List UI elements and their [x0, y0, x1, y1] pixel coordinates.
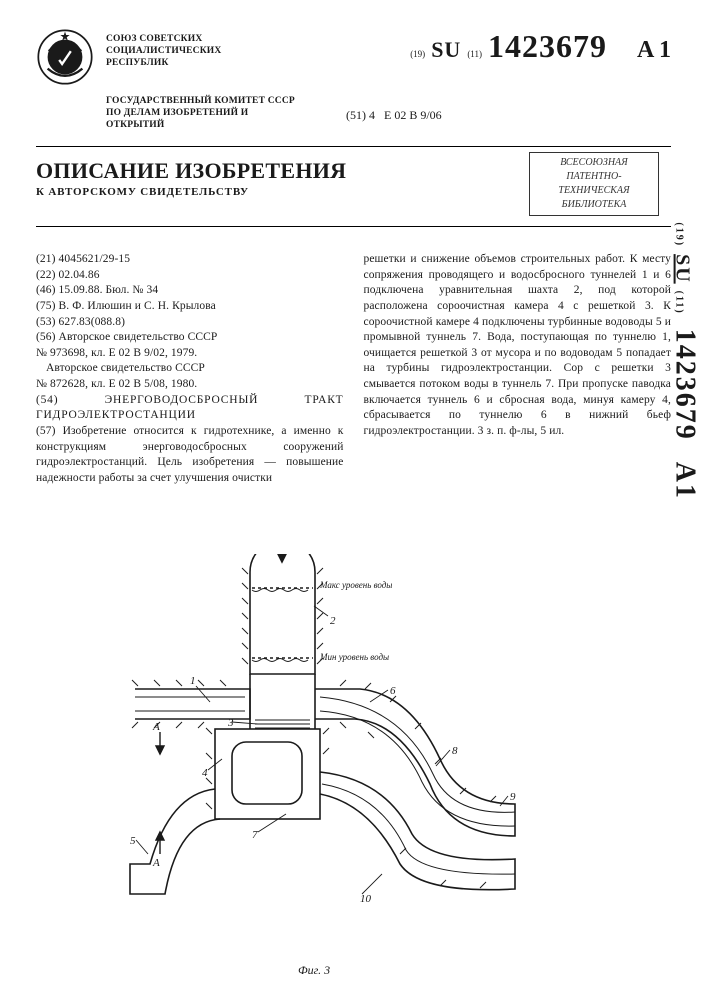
fig-label: 4	[202, 767, 208, 779]
fig-label: 7	[252, 829, 258, 841]
bib-udc: (53) 627.83(088.8)	[36, 315, 344, 331]
figure-svg: I A A Макс уровень воды Мин уровень воды…	[100, 554, 530, 924]
fig-label: 6	[390, 685, 396, 697]
bib-refs: Авторское свидетельство СССР	[36, 361, 344, 377]
bib-published: (46) 15.09.88. Бюл. № 34	[36, 283, 344, 299]
fig-min-level: Мин уровень воды	[319, 652, 389, 662]
bib-refs: (56) Авторское свидетельство СССР	[36, 330, 344, 346]
republic-line: СОЮЗ СОВЕТСКИХ	[106, 34, 256, 46]
header-row: СОЮЗ СОВЕТСКИХ СОЦИАЛИСТИЧЕСКИХ РЕСПУБЛИ…	[36, 28, 671, 86]
republic-line: СОЦИАЛИСТИЧЕСКИХ	[106, 46, 256, 58]
stamp-line: БИБЛИОТЕКА	[536, 198, 652, 212]
doc-subtitle: К АВТОРСКОМУ СВИДЕТЕЛЬСТВУ	[36, 186, 346, 198]
fig-max-level: Макс уровень воды	[319, 580, 392, 590]
side-mid: (11)	[674, 291, 685, 315]
fig-label: 2	[330, 615, 336, 627]
side-country: SU	[672, 254, 694, 284]
patent-page: СОЮЗ СОВЕТСКИХ СОЦИАЛИСТИЧЕСКИХ РЕСПУБЛИ…	[0, 0, 707, 1000]
side-prefix: (19)	[674, 222, 685, 247]
committee-line: ПО ДЕЛАМ ИЗОБРЕТЕНИЙ И ОТКРЫТИЙ	[106, 108, 306, 132]
fig-label: 3	[227, 717, 234, 729]
stamp-line: ВСЕСОЮЗНАЯ	[536, 156, 652, 170]
pub-kind: A 1	[637, 37, 671, 64]
publication-number: (19) SU (11) 1423679 A 1	[410, 28, 671, 65]
title-block: ОПИСАНИЕ ИЗОБРЕТЕНИЯ К АВТОРСКОМУ СВИДЕТ…	[36, 158, 346, 198]
abstract-right: решетки и снижение объемов строительных …	[364, 252, 672, 440]
bib-refs: № 872628, кл. E 02 B 5/08, 1980.	[36, 377, 344, 393]
fig-label: 8	[452, 745, 458, 757]
ussr-emblem-icon	[36, 28, 94, 86]
bib-app-no: (21) 4045621/29-15	[36, 252, 344, 268]
figure-3: I A A Макс уровень воды Мин уровень воды…	[100, 554, 530, 924]
fig-label: 9	[510, 791, 516, 803]
fig-label: 5	[130, 835, 136, 847]
body-columns: (21) 4045621/29-15 (22) 02.04.86 (46) 15…	[36, 252, 671, 486]
pub-number: 1423679	[488, 28, 607, 65]
stamp-line: ТЕХНИЧЕСКАЯ	[536, 184, 652, 198]
doc-title: ОПИСАНИЕ ИЗОБРЕТЕНИЯ	[36, 158, 346, 184]
fig-label: 10	[360, 893, 372, 905]
republic-line: РЕСПУБЛИК	[106, 58, 256, 70]
figure-caption: Фиг. 3	[298, 963, 330, 978]
library-stamp: ВСЕСОЮЗНАЯ ПАТЕНТНО- ТЕХНИЧЕСКАЯ БИБЛИОТ…	[529, 152, 659, 216]
invention-title: (54) ЭНЕРГОВОДОСБРОСНЫЙ ТРАКТ ГИДРОЭЛЕКТ…	[36, 393, 344, 424]
abstract-left: (57) Изобретение относится к гидротехник…	[36, 424, 344, 487]
fig-label: 1	[190, 675, 196, 687]
ipc-code: (51) 4	[346, 108, 375, 122]
ipc-value: E 02 B 9/06	[384, 108, 442, 122]
pub-prefix-code: (19)	[410, 49, 425, 59]
stamp-line: ПАТЕНТНО-	[536, 170, 652, 184]
right-column: решетки и снижение объемов строительных …	[364, 252, 672, 486]
side-publication-number: (19) SU (11) 1423679 A1	[669, 222, 701, 500]
committee-line: ГОСУДАРСТВЕННЫЙ КОМИТЕТ СССР	[106, 96, 306, 108]
side-kind: A1	[670, 462, 701, 500]
bib-filed: (22) 02.04.86	[36, 268, 344, 284]
bib-inventors: (75) В. Ф. Илюшин и С. Н. Крылова	[36, 299, 344, 315]
pub-mid-code: (11)	[467, 49, 482, 59]
bib-refs: № 973698, кл. E 02 B 9/02, 1979.	[36, 346, 344, 362]
fig-arrow-A: A	[152, 857, 160, 869]
side-number: 1423679	[670, 329, 701, 441]
ipc-classification: (51) 4 E 02 B 9/06	[346, 108, 442, 123]
divider	[36, 146, 671, 147]
pub-country: SU	[431, 37, 461, 63]
republic-block: СОЮЗ СОВЕТСКИХ СОЦИАЛИСТИЧЕСКИХ РЕСПУБЛИ…	[106, 34, 256, 70]
divider	[36, 226, 671, 227]
committee-block: ГОСУДАРСТВЕННЫЙ КОМИТЕТ СССР ПО ДЕЛАМ ИЗ…	[106, 96, 306, 132]
left-column: (21) 4045621/29-15 (22) 02.04.86 (46) 15…	[36, 252, 344, 486]
fig-arrow-A: A	[152, 721, 160, 733]
